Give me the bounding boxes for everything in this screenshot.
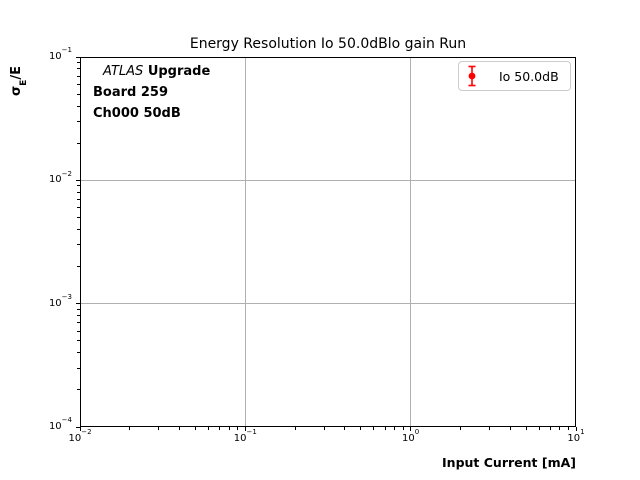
y-major-tick [75, 426, 80, 428]
x-gridline [410, 57, 412, 427]
x-minor-tick [394, 427, 396, 430]
x-minor-tick [538, 427, 540, 430]
y-major-tick [75, 303, 80, 305]
x-minor-tick [559, 427, 561, 430]
y-minor-tick [77, 191, 80, 193]
y-minor-tick [77, 367, 80, 369]
x-major-tick [575, 427, 577, 431]
y-minor-tick [77, 120, 80, 122]
x-minor-tick [373, 427, 375, 430]
y-minor-tick [77, 322, 80, 324]
y-minor-tick [77, 198, 80, 200]
y-minor-tick [77, 340, 80, 342]
x-minor-tick [360, 427, 362, 430]
x-minor-tick [294, 427, 296, 430]
y-minor-tick [77, 315, 80, 317]
errorbar-marker-icon [468, 65, 476, 87]
x-minor-tick [567, 427, 569, 430]
y-major-tick [75, 56, 80, 58]
x-minor-tick [195, 427, 197, 430]
y-tick-label: 10−4 [48, 416, 72, 432]
y-minor-tick [77, 228, 80, 230]
y-minor-tick [77, 389, 80, 391]
y-minor-tick [77, 216, 80, 218]
y-gridline [80, 303, 576, 305]
x-tick-label: 100 [402, 428, 420, 444]
x-minor-tick [549, 427, 551, 430]
y-minor-tick [77, 352, 80, 354]
y-minor-tick [77, 93, 80, 95]
y-minor-tick [77, 308, 80, 310]
x-minor-tick [129, 427, 131, 430]
x-major-tick [410, 427, 412, 431]
y-axis-label: σE/E [9, 66, 30, 96]
y-minor-tick [77, 75, 80, 77]
y-tick-label: 10−2 [48, 169, 72, 186]
x-major-tick [79, 427, 81, 431]
x-minor-tick [323, 427, 325, 430]
plot-area [80, 57, 576, 427]
annotation-line-2: Board 259 [93, 85, 168, 100]
x-minor-tick [384, 427, 386, 430]
x-minor-tick [489, 427, 491, 430]
x-minor-tick [237, 427, 239, 430]
annotation-line-3: Ch000 50dB [93, 106, 181, 121]
x-gridline [244, 57, 246, 427]
x-minor-tick [344, 427, 346, 430]
x-axis-label: Input Current [mA] [442, 455, 576, 470]
x-minor-tick [179, 427, 181, 430]
x-minor-tick [228, 427, 230, 430]
y-axis-label-sigma: σ [9, 85, 25, 96]
annotation-line-1: ATLAS Upgrade [93, 61, 210, 82]
x-minor-tick [509, 427, 511, 430]
y-minor-tick [77, 83, 80, 85]
x-tick-label: 10−2 [68, 428, 92, 444]
y-tick-label: 10−1 [48, 46, 72, 62]
y-minor-tick [77, 266, 80, 268]
y-minor-tick [77, 68, 80, 70]
y-gridline [80, 179, 576, 181]
y-tick-label: 10−3 [48, 292, 72, 309]
y-minor-tick [77, 207, 80, 209]
x-tick-label: 101 [567, 428, 585, 444]
x-minor-tick [459, 427, 461, 430]
x-minor-tick [525, 427, 527, 430]
annotation-atlas-text: ATLAS [103, 64, 144, 79]
legend-label: Io 50.0dB [499, 68, 559, 84]
x-minor-tick [219, 427, 221, 430]
y-axis-label-rest: /E [9, 66, 25, 80]
y-minor-tick [77, 330, 80, 332]
x-minor-tick [402, 427, 404, 430]
y-minor-tick [77, 62, 80, 64]
chart-title: Energy Resolution Io 50.0dBlo gain Run [189, 36, 467, 52]
x-tick-label: 10−1 [233, 428, 257, 444]
x-minor-tick [208, 427, 210, 430]
y-major-tick [75, 179, 80, 181]
x-minor-tick [158, 427, 160, 430]
y-minor-tick [77, 185, 80, 187]
y-minor-tick [77, 105, 80, 107]
annotation-upgrade-text: Upgrade [147, 64, 211, 79]
y-minor-tick [77, 142, 80, 144]
legend: Io 50.0dB [458, 61, 571, 91]
annotation-block: ATLAS Upgrade Board 259 Ch000 50dB [93, 61, 210, 124]
y-axis-label-subscript: E [19, 79, 30, 86]
y-minor-tick [77, 244, 80, 246]
x-major-tick [244, 427, 246, 431]
